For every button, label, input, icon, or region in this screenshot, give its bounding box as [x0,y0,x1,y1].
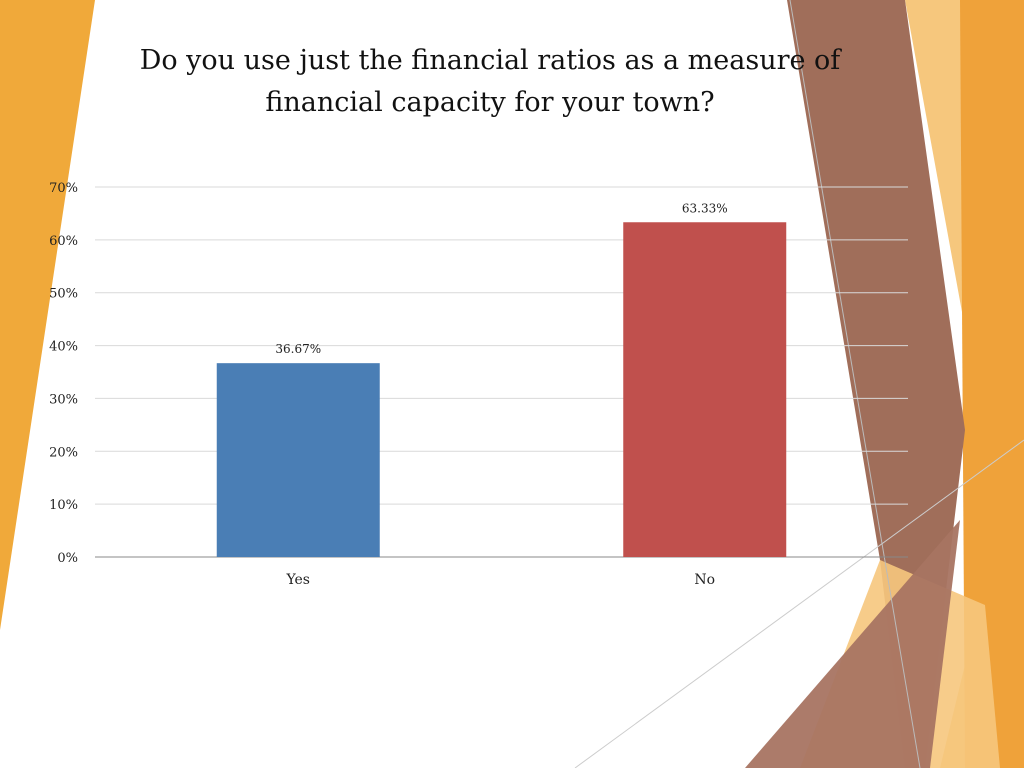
y-tick-label: 50% [49,287,78,302]
x-tick-label: Yes [286,572,311,588]
x-tick-label: No [694,572,715,588]
decor-line-1 [789,0,921,768]
decor-line-2 [574,439,1024,768]
right-orange-panel [960,0,1024,768]
data-label: 36.67% [275,342,321,356]
y-tick-label: 70% [49,181,78,196]
left-orange-wedge [0,0,95,630]
slide-title: Do you use just the financial ratios as … [139,45,841,118]
y-tick-label: 10% [49,498,78,513]
lower-brown-triangle [745,520,960,768]
bar-no [623,222,787,557]
data-label: 63.33% [682,201,728,215]
bar-yes [216,363,380,557]
y-tick-label: 30% [49,392,78,407]
y-tick-label: 60% [49,234,78,249]
y-tick-label: 20% [49,445,78,460]
y-tick-label: 40% [49,340,78,355]
y-tick-label: 0% [57,551,78,566]
